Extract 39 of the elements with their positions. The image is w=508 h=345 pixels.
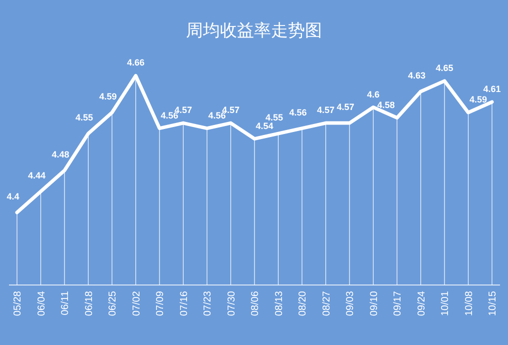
data-label: 4.6 <box>366 89 380 100</box>
x-tick-label: 08/20 <box>298 290 308 316</box>
x-tick-label: 06/25 <box>108 290 118 316</box>
data-label: 4.57 <box>316 105 335 116</box>
data-label: 4.59 <box>99 92 117 102</box>
x-tick-label: 10/08 <box>464 290 475 316</box>
x-tick-label: 09/17 <box>392 290 404 316</box>
data-label: 4.48 <box>52 149 70 160</box>
x-tick-label: 09/03 <box>345 290 356 316</box>
data-label: 4.4 <box>6 191 20 202</box>
data-label: 4.58 <box>377 100 395 110</box>
x-tick-label: 06/18 <box>84 290 95 316</box>
x-tick-label: 10/01 <box>440 290 451 316</box>
x-tick-label: 07/23 <box>202 290 214 316</box>
x-tick-label: 07/30 <box>226 290 238 316</box>
data-label: 4.56 <box>289 107 307 118</box>
x-tick-label: 07/09 <box>155 290 166 316</box>
x-tick-label: 07/02 <box>131 290 142 316</box>
x-tick-label: 06/04 <box>36 290 48 316</box>
x-tick-label: 06/11 <box>60 290 71 316</box>
x-tick-label: 05/28 <box>12 290 24 316</box>
data-label: 4.54 <box>256 120 274 131</box>
data-label: 4.55 <box>75 112 94 123</box>
data-label: 4.57 <box>336 102 354 112</box>
x-tick-label: 09/10 <box>368 290 380 316</box>
x-tick-label: 10/15 <box>488 290 498 316</box>
data-label: 4.44 <box>28 170 46 180</box>
data-label: 4.65 <box>436 62 454 73</box>
x-tick-label: 08/13 <box>274 290 285 316</box>
x-tick-label: 07/16 <box>178 290 190 316</box>
x-tick-label: 09/24 <box>416 290 428 316</box>
x-tick-label: 08/06 <box>250 290 261 316</box>
data-label: 4.66 <box>126 58 145 68</box>
data-label: 4.61 <box>483 84 501 94</box>
data-label: 4.59 <box>469 94 488 105</box>
data-label: 4.55 <box>265 112 284 123</box>
chart-title: 周均收益率走势图 <box>186 21 322 40</box>
x-tick-label: 08/27 <box>321 290 332 316</box>
data-label: 4.63 <box>408 70 426 80</box>
